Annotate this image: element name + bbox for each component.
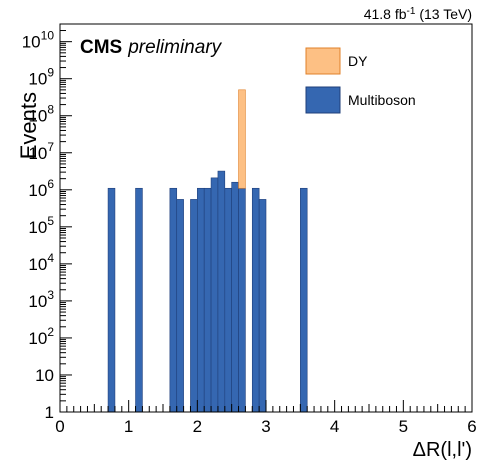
bar-multiboson-0 [107, 187, 116, 413]
y-tick-exponent: 7 [47, 140, 54, 154]
y-tick-label: 106 [28, 177, 54, 200]
lumi-energy: (13 TeV) [415, 6, 472, 22]
y-tick-label: 104 [28, 251, 54, 274]
y-tick-label: 10 [35, 366, 54, 385]
x-tick-label: 3 [261, 417, 270, 436]
bar-dy-0 [238, 89, 246, 189]
y-tick-exponent: 4 [47, 251, 54, 265]
cms-label-sub: preliminary [127, 37, 222, 58]
x-tick-label: 6 [467, 417, 476, 436]
y-tick-exponent: 6 [47, 177, 54, 191]
legend-label: Multiboson [348, 92, 416, 108]
x-tick-label: 0 [55, 417, 64, 436]
y-tick-label: 1 [45, 403, 54, 422]
bar-multiboson-6 [203, 187, 212, 413]
y-tick-exponent: 8 [47, 103, 54, 117]
bar-multiboson-14 [300, 187, 308, 413]
axis-ticks [59, 23, 473, 413]
bar-multiboson-12 [251, 187, 260, 413]
legend-label: DY [348, 53, 368, 69]
y-tick-label: 105 [28, 214, 54, 237]
lumi-value: 41.8 fb [364, 6, 407, 22]
y-tick-label: 108 [28, 103, 54, 126]
bar-multiboson-7 [210, 177, 219, 413]
y-axis-label: Events [16, 92, 41, 159]
y-tick-label: 102 [28, 325, 54, 348]
y-tick-exponent: 9 [47, 66, 54, 80]
bar-multiboson-9 [224, 187, 232, 413]
y-tick-exponent: 2 [47, 325, 54, 339]
x-tick-labels: 0 1 2 3 4 5 6 [55, 417, 476, 436]
bar-multiboson-3 [176, 199, 184, 413]
y-tick-base: 10 [28, 218, 47, 237]
bar-multiboson-8 [217, 170, 226, 413]
bar-multiboson-2 [169, 187, 178, 413]
y-tick-base: 10 [28, 181, 47, 200]
x-tick-label: 5 [399, 417, 408, 436]
lumi-label: 41.8 fb-1 (13 TeV) [364, 6, 472, 22]
histogram-bars [107, 89, 308, 413]
cms-label-main: CMS [80, 37, 122, 58]
y-tick-base: 10 [28, 292, 47, 311]
x-tick-label: 2 [193, 417, 202, 436]
bar-multiboson-4 [190, 199, 198, 413]
bar-multiboson-10 [231, 181, 239, 413]
y-tick-label: 103 [28, 288, 54, 311]
lumi-exponent: -1 [407, 6, 416, 17]
y-tick-base: 10 [28, 70, 47, 89]
bar-multiboson-11 [238, 187, 246, 413]
x-tick-label: 4 [330, 417, 339, 436]
y-tick-label: 1010 [22, 29, 55, 52]
y-tick-base: 10 [28, 329, 47, 348]
y-tick-base: 10 [28, 107, 47, 126]
y-tick-label: 107 [28, 140, 54, 163]
y-tick-base: 10 [28, 255, 47, 274]
legend: DY Multiboson [305, 47, 416, 114]
y-tick-exponent: 5 [47, 214, 54, 228]
bar-multiboson-5 [197, 187, 205, 413]
legend-swatch-dy [305, 47, 341, 75]
legend-swatch-multiboson [305, 86, 341, 114]
y-tick-exponent: 3 [47, 288, 54, 302]
cms-label: CMS preliminary [80, 37, 223, 58]
bar-multiboson-1 [135, 187, 143, 413]
bar-multiboson-13 [258, 199, 267, 413]
x-tick-label: 1 [124, 417, 133, 436]
y-tick-label: 109 [28, 66, 54, 89]
x-axis-label: ΔR(l,l') [413, 439, 472, 461]
y-tick-base: 10 [22, 33, 41, 52]
y-tick-exponent: 10 [41, 29, 55, 43]
y-tick-base: 10 [28, 144, 47, 163]
